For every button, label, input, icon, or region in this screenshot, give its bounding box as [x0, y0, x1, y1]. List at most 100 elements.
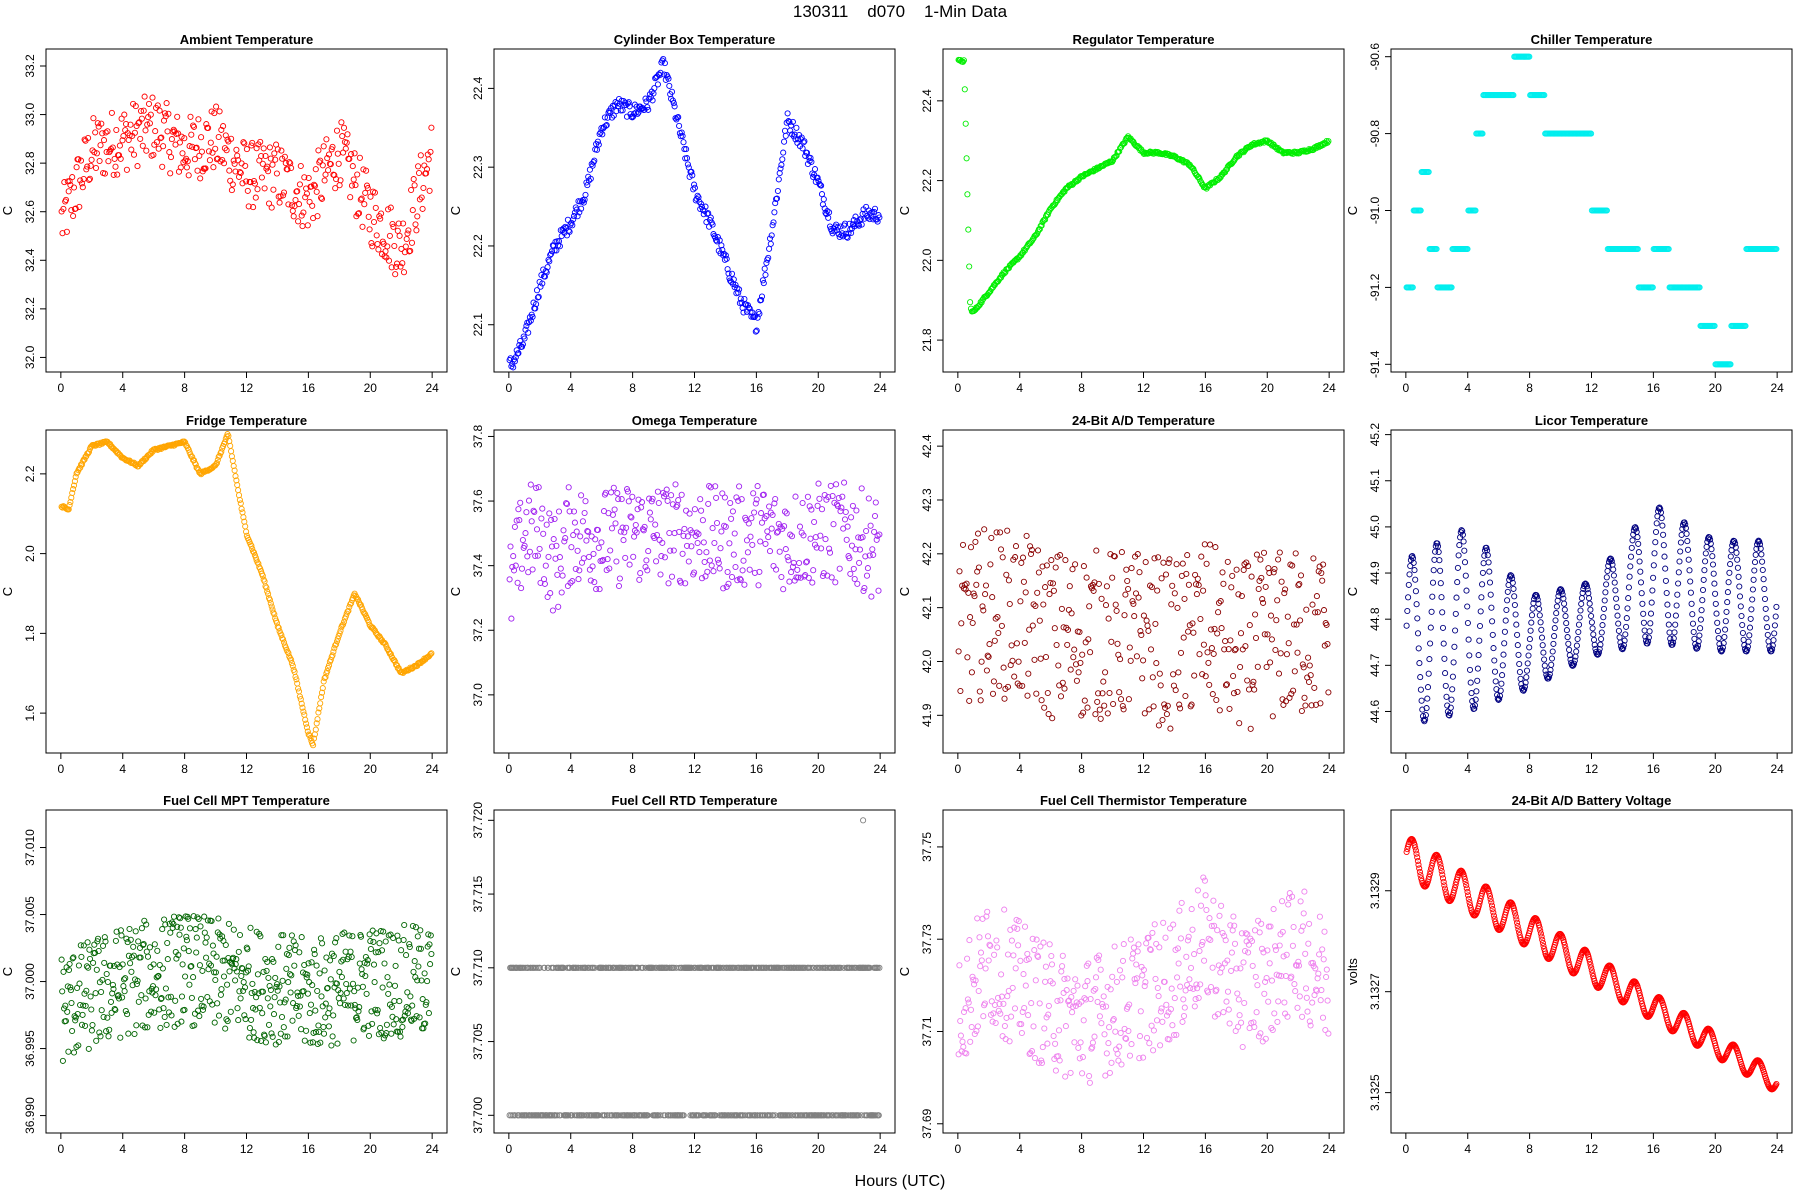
x-tick-label: 16	[750, 381, 764, 395]
data-point	[643, 557, 650, 564]
data-point	[1257, 556, 1264, 563]
data-point	[1140, 612, 1147, 619]
data-point	[678, 129, 685, 136]
data-point	[585, 177, 593, 184]
data-point	[280, 1024, 287, 1031]
data-point	[1561, 606, 1568, 613]
data-point	[809, 579, 816, 586]
data-point	[1122, 591, 1129, 598]
data-point	[774, 187, 781, 195]
data-point	[193, 949, 200, 956]
data-point	[409, 922, 416, 930]
data-point	[395, 220, 402, 227]
data-point	[758, 293, 766, 300]
data-point	[1306, 662, 1313, 669]
data-point	[549, 607, 556, 614]
data-point	[1325, 138, 1332, 145]
data-point	[1206, 681, 1213, 688]
plot-frame	[45, 429, 448, 754]
data-point	[1677, 548, 1684, 555]
data-point	[1764, 624, 1771, 631]
data-point	[1094, 698, 1101, 705]
data-point	[737, 295, 744, 302]
data-point	[1659, 522, 1666, 529]
data-point	[240, 979, 247, 986]
data-point	[724, 568, 731, 576]
data-point	[191, 156, 198, 163]
data-point	[128, 968, 135, 975]
data-point	[864, 565, 871, 572]
x-tick-label: 8	[1526, 381, 1533, 395]
x-tick-label: 8	[629, 1142, 636, 1156]
data-point	[1564, 634, 1571, 641]
data-point	[318, 194, 325, 201]
data-point	[788, 569, 795, 576]
data-point	[578, 205, 585, 212]
data-point	[1551, 625, 1558, 632]
data-point	[1549, 648, 1556, 655]
data-point	[652, 75, 659, 82]
data-point	[246, 1024, 253, 1032]
data-point	[562, 223, 569, 230]
data-point	[611, 506, 618, 513]
data-point	[1169, 582, 1176, 589]
data-point	[98, 988, 105, 996]
data-point	[1541, 92, 1548, 99]
data-point	[508, 615, 515, 622]
data-point	[266, 144, 273, 151]
data-point	[177, 164, 184, 171]
data-point	[1150, 703, 1157, 710]
data-point	[108, 109, 115, 116]
data-point	[334, 150, 341, 157]
data-point	[1762, 605, 1769, 612]
data-point	[189, 143, 196, 150]
data-point	[1147, 646, 1155, 653]
y-tick-label: 36.995	[23, 1030, 37, 1067]
data-point	[1661, 553, 1668, 560]
data-point	[1188, 701, 1195, 708]
data-point	[99, 130, 106, 137]
y-tick-label: 37.2	[471, 618, 485, 642]
data-point	[576, 209, 583, 216]
x-tick-label: 16	[1199, 381, 1213, 395]
data-point	[680, 139, 687, 146]
data-point	[420, 184, 427, 192]
data-point	[548, 248, 556, 255]
data-point	[68, 999, 75, 1007]
data-point	[1103, 583, 1110, 590]
data-point	[686, 510, 693, 517]
data-point	[1666, 629, 1673, 636]
data-point	[769, 222, 776, 229]
data-point	[1541, 662, 1548, 669]
data-point	[1699, 597, 1706, 604]
y-tick-label: 37.6	[471, 489, 485, 513]
data-point	[666, 82, 673, 89]
data-point	[288, 972, 295, 979]
data-point	[288, 202, 295, 209]
data-point	[1489, 631, 1496, 638]
data-point	[1412, 588, 1419, 595]
data-point	[1479, 130, 1486, 137]
data-point	[248, 989, 255, 997]
data-point	[359, 223, 366, 230]
data-point	[124, 1011, 131, 1018]
data-point	[843, 233, 850, 240]
data-point	[253, 145, 260, 152]
data-point	[586, 566, 593, 573]
data-point	[235, 1017, 242, 1024]
data-point	[565, 227, 572, 234]
data-point	[1673, 602, 1680, 609]
data-point	[997, 546, 1005, 553]
data-point	[309, 982, 316, 989]
x-tick-label: 0	[58, 381, 65, 395]
data-point	[847, 570, 854, 577]
data-point	[681, 525, 688, 532]
data-point	[560, 225, 567, 232]
data-point	[325, 151, 333, 158]
data-points	[58, 431, 435, 749]
data-point	[741, 295, 748, 303]
data-point	[661, 554, 668, 561]
data-point	[822, 209, 829, 216]
data-point	[1034, 589, 1041, 596]
data-point	[1175, 669, 1182, 676]
